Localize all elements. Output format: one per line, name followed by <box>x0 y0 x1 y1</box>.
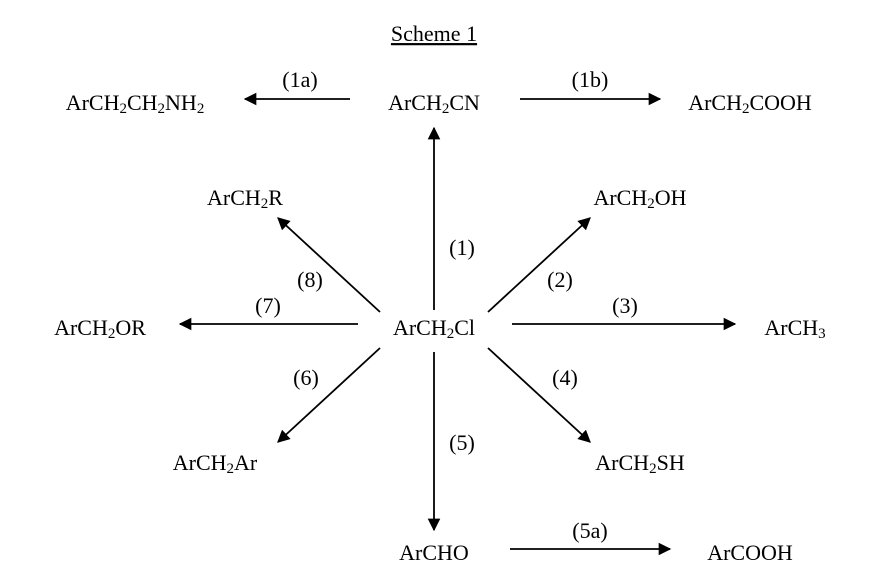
arrow-label-a1: (1) <box>449 235 475 260</box>
scheme-title: Scheme 1 <box>391 21 477 46</box>
arrow-label-a7: (7) <box>255 293 281 318</box>
compound-p6: ArCH2Ar <box>173 450 258 477</box>
arrow-label-a1a: (1a) <box>282 67 317 92</box>
arrow-label-a2: (2) <box>547 267 573 292</box>
compound-p3: ArCH3 <box>764 315 825 342</box>
arrow-label-a4: (4) <box>552 365 578 390</box>
arrow-label-a1b: (1b) <box>572 67 609 92</box>
compound-p1: ArCH2CN <box>388 90 480 117</box>
arrow-a8 <box>278 218 380 312</box>
arrow-label-a3: (3) <box>612 293 638 318</box>
arrow-label-a8: (8) <box>297 267 323 292</box>
compound-p5: ArCHO <box>399 540 469 565</box>
arrow-label-a6: (6) <box>293 365 319 390</box>
compound-p4: ArCH2SH <box>595 450 685 477</box>
compound-p8: ArCH2R <box>207 185 283 212</box>
compound-p5a: ArCOOH <box>707 540 793 565</box>
compound-p1b: ArCH2COOH <box>688 90 812 117</box>
arrow-a2 <box>488 218 590 312</box>
compound-center: ArCH2Cl <box>393 315 475 342</box>
arrow-a6 <box>278 348 380 442</box>
compound-p1a: ArCH2CH2NH2 <box>66 90 205 117</box>
arrow-a4 <box>488 348 590 442</box>
compound-p7: ArCH2OR <box>54 315 146 342</box>
compound-p2: ArCH2OH <box>593 185 686 212</box>
arrow-label-a5: (5) <box>449 430 475 455</box>
arrow-label-a5a: (5a) <box>572 518 607 543</box>
